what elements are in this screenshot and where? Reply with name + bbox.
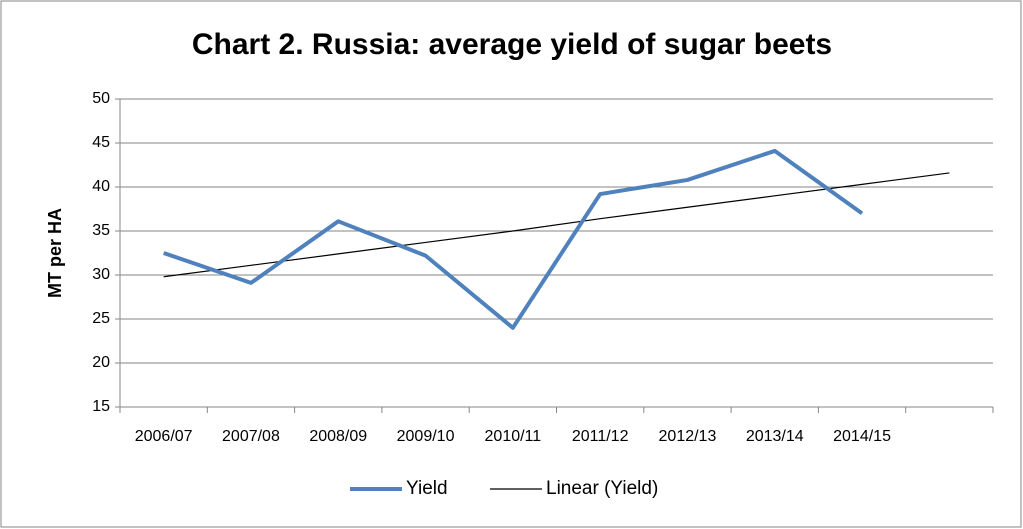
x-tick-label: 2009/10	[397, 428, 455, 445]
series-line	[163, 172, 950, 278]
y-tick-label: 40	[92, 178, 110, 195]
y-tick-label: 50	[92, 90, 110, 107]
x-tick-label: 2008/09	[309, 428, 367, 445]
y-axis-label: MT per HA	[45, 208, 65, 298]
y-tick-label: 15	[92, 398, 110, 415]
y-tick-label: 25	[92, 310, 110, 327]
y-tick-label: 35	[92, 222, 110, 239]
y-tick-label: 20	[92, 354, 110, 371]
x-tick-label: 2012/13	[659, 428, 717, 445]
x-tick-label: 2006/07	[135, 428, 193, 445]
y-tick-label: 45	[92, 134, 110, 151]
x-tick-label: 2007/08	[222, 428, 280, 445]
y-tick-label: 30	[92, 266, 110, 283]
chart-title: Chart 2. Russia: average yield of sugar …	[192, 28, 832, 61]
x-tick-label: 2013/14	[746, 428, 804, 445]
x-tick-label: 2011/12	[572, 428, 629, 445]
series-line	[163, 148, 864, 330]
legend-label: Yield	[406, 478, 448, 499]
x-tick-label: 2010/11	[485, 428, 542, 445]
x-tick-label: 2014/15	[833, 428, 891, 445]
legend-label: Linear (Yield)	[546, 478, 658, 499]
